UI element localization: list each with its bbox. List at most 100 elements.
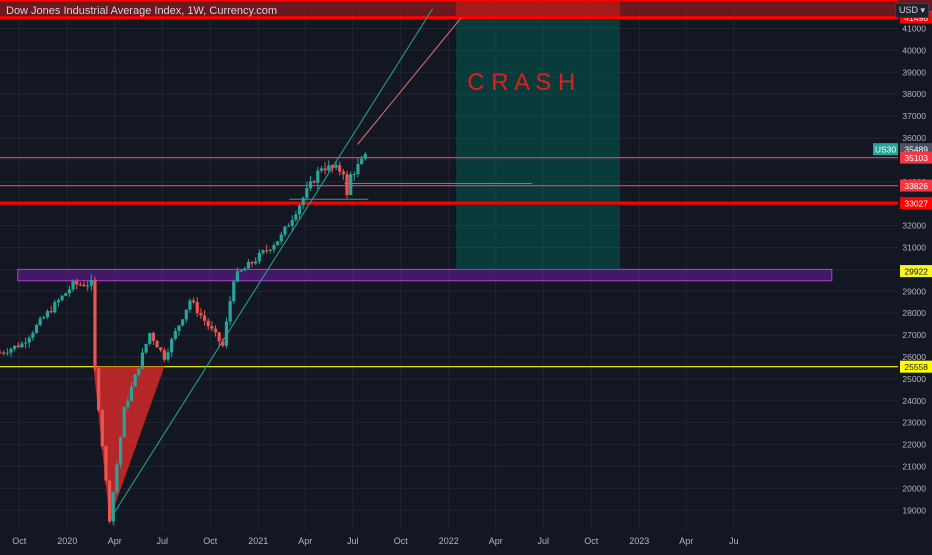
y-tick-label: 41000 bbox=[902, 23, 926, 33]
y-tick-label: 26000 bbox=[902, 352, 926, 362]
y-tick-label: 25000 bbox=[902, 374, 926, 384]
candle-body bbox=[305, 188, 309, 198]
candle-body bbox=[327, 165, 331, 171]
x-tick-label: Jul bbox=[157, 536, 169, 546]
candle-body bbox=[360, 158, 364, 165]
currency-selector[interactable]: USD ▾ bbox=[894, 3, 929, 18]
zone bbox=[17, 268, 833, 282]
y-tick-label: 27000 bbox=[902, 330, 926, 340]
chevron-down-icon: ▾ bbox=[920, 5, 925, 15]
candle-body bbox=[283, 226, 287, 235]
candle-body bbox=[56, 300, 61, 303]
candle-body bbox=[228, 301, 232, 322]
candle-body bbox=[192, 300, 196, 303]
y-tick-label: 23000 bbox=[902, 418, 926, 428]
candle-body bbox=[27, 337, 31, 343]
candle-body bbox=[250, 261, 254, 264]
candle-body bbox=[5, 352, 9, 354]
candle-body bbox=[312, 181, 316, 183]
x-tick-label: 2022 bbox=[439, 536, 459, 546]
candle-body bbox=[155, 340, 159, 348]
candle-body bbox=[13, 345, 17, 349]
candle-body bbox=[345, 174, 349, 195]
candle-body bbox=[93, 280, 97, 369]
candle-body bbox=[129, 386, 134, 401]
candle-body bbox=[2, 352, 6, 354]
x-tick-label: Apr bbox=[489, 536, 503, 546]
candle-body bbox=[279, 234, 283, 242]
candle-body bbox=[133, 374, 137, 387]
candle-body bbox=[199, 313, 203, 316]
price-label-box bbox=[900, 360, 932, 373]
trendline bbox=[357, 17, 462, 145]
candle-body bbox=[67, 289, 72, 294]
candle-body bbox=[246, 261, 250, 269]
x-tick-label: Oct bbox=[584, 536, 599, 546]
y-tick-label: 31000 bbox=[902, 242, 926, 252]
candle-body bbox=[144, 343, 148, 353]
y-tick-label: 20000 bbox=[902, 483, 926, 493]
candle-body bbox=[151, 332, 156, 341]
candle-body bbox=[122, 407, 126, 438]
price-label-box bbox=[900, 265, 932, 278]
candle-body bbox=[20, 343, 24, 348]
candle-body bbox=[221, 341, 225, 346]
candle-body bbox=[137, 368, 141, 375]
candle-body bbox=[86, 285, 90, 287]
crash-annotation: C R A S H bbox=[467, 69, 575, 96]
candle-body bbox=[319, 168, 324, 171]
candle-body bbox=[217, 332, 221, 342]
y-tick-label: 37000 bbox=[902, 111, 926, 121]
candle-body bbox=[272, 245, 276, 250]
candle-body bbox=[45, 311, 50, 318]
candle-body bbox=[188, 300, 192, 310]
candle-body bbox=[352, 174, 356, 176]
candle-body bbox=[78, 284, 82, 286]
candle-body bbox=[363, 154, 367, 159]
x-tick-label: Jul bbox=[347, 536, 359, 546]
candle-body bbox=[60, 295, 64, 301]
candle-body bbox=[53, 302, 57, 313]
candle-body bbox=[254, 261, 258, 264]
candle-body bbox=[239, 270, 243, 272]
x-tick-label: 2020 bbox=[57, 536, 77, 546]
candle-body bbox=[232, 281, 236, 302]
candle-body bbox=[224, 321, 229, 346]
x-tick-label: Oct bbox=[203, 536, 218, 546]
price-label: 35489 bbox=[904, 144, 928, 154]
candle-body bbox=[349, 174, 353, 195]
candle-body bbox=[195, 302, 199, 314]
x-tick-label: Apr bbox=[108, 536, 122, 546]
x-tick-label: 2021 bbox=[248, 536, 268, 546]
price-label-box bbox=[900, 151, 932, 164]
candle-body bbox=[148, 332, 152, 344]
candle-body bbox=[276, 241, 280, 246]
candle-body bbox=[107, 480, 112, 522]
candle-body bbox=[49, 311, 53, 313]
candle-body bbox=[265, 250, 269, 252]
candle-body bbox=[206, 320, 210, 327]
candle-body bbox=[126, 400, 130, 408]
candle-body bbox=[323, 168, 327, 171]
candle-body bbox=[100, 410, 104, 447]
candle-body bbox=[290, 219, 294, 226]
candle-body bbox=[181, 319, 185, 326]
candle-body bbox=[0, 352, 2, 354]
y-tick-label: 40000 bbox=[902, 45, 926, 55]
candle-body bbox=[235, 271, 240, 282]
candle-body bbox=[115, 464, 119, 492]
candle-body bbox=[294, 214, 298, 220]
candle-body bbox=[34, 325, 39, 333]
candle-body bbox=[170, 339, 174, 353]
price-label: 35103 bbox=[904, 153, 928, 163]
candle-body bbox=[308, 181, 313, 189]
y-tick-label: 36000 bbox=[902, 133, 926, 143]
candle-body bbox=[356, 164, 360, 175]
candle-body bbox=[38, 318, 42, 326]
candle-body bbox=[334, 165, 338, 168]
candle-body bbox=[243, 268, 247, 271]
y-tick-label: 19000 bbox=[902, 505, 926, 515]
candle-body bbox=[104, 446, 108, 481]
y-tick-label: 28000 bbox=[902, 308, 926, 318]
